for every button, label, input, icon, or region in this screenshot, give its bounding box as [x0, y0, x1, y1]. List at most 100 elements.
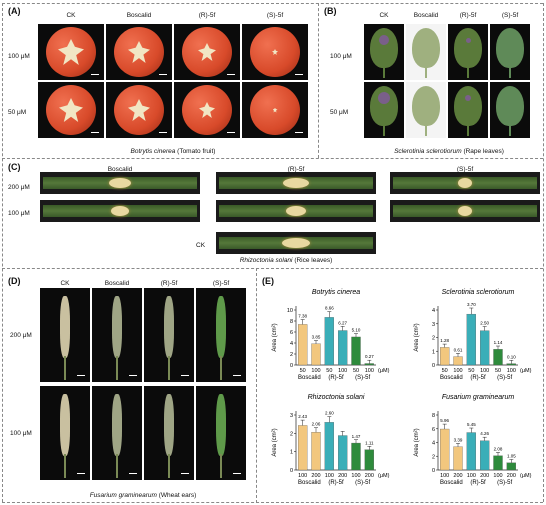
- rice-leaf-photo: [40, 172, 200, 194]
- bar: [324, 422, 334, 471]
- panel-b-col-2: Boscalid: [413, 12, 439, 19]
- bar: [506, 363, 516, 366]
- rice-leaf-photo: [390, 200, 540, 222]
- data-label: 2.50: [480, 321, 489, 326]
- leaf-stem: [467, 120, 469, 136]
- x-tick-label: 100: [453, 368, 462, 374]
- wheat-ear: [216, 296, 226, 358]
- divider-top: [2, 3, 543, 4]
- scale-bar: [91, 132, 99, 133]
- divider-ab-c: [2, 158, 543, 159]
- y-tick-label: 2: [432, 336, 435, 342]
- rice-leaf-photo: [216, 232, 376, 254]
- data-label: 2.06: [312, 422, 321, 427]
- scale-bar: [159, 74, 167, 75]
- panel-c-caption-species: Rhizoctonia solani: [239, 257, 293, 264]
- scale-bar: [233, 375, 241, 376]
- data-label: 3.70: [467, 302, 476, 307]
- data-label: 1.11: [365, 440, 374, 445]
- data-label: 4.26: [480, 431, 489, 436]
- bar: [493, 349, 503, 366]
- divider-right: [543, 3, 544, 502]
- wheat-stem: [168, 356, 170, 380]
- leaf: [370, 28, 398, 68]
- wheat-ear: [164, 296, 174, 358]
- unit-label: (μM): [378, 368, 390, 374]
- scale-bar: [181, 375, 189, 376]
- panel-b-caption-species: Sclerotinia sclerotiorum: [394, 148, 462, 155]
- panel-d-caption-species: Fusarium graminearum: [89, 492, 157, 499]
- divider-c-de: [2, 268, 543, 269]
- data-label: 1.05: [507, 453, 516, 458]
- wheat-ear: [112, 394, 122, 456]
- wheat-photo: [144, 386, 194, 480]
- bar: [480, 330, 490, 366]
- bar: [298, 425, 308, 471]
- x-tick-label: 200: [507, 473, 516, 479]
- scale-bar: [77, 473, 85, 474]
- y-tick-label: 2: [290, 352, 293, 358]
- panel-b-row-2: 50 μM: [330, 109, 349, 116]
- leaf-photo: [490, 82, 530, 138]
- tomato-photo: [38, 82, 104, 138]
- x-tick-label: 100: [480, 368, 489, 374]
- panel-b-caption: Sclerotinia sclerotiorum (Rape leaves): [364, 148, 534, 155]
- panel-d-col-2: Boscalid: [104, 280, 130, 287]
- group-label: (S)-5f: [497, 375, 512, 381]
- bar: [466, 313, 476, 366]
- panel-e-label: (E): [262, 276, 274, 286]
- panel-a-caption-species: Botrytis cinerea: [130, 148, 176, 155]
- unit-label: (μM): [520, 368, 532, 374]
- wheat-stem: [220, 356, 222, 380]
- scale-bar: [77, 375, 85, 376]
- rice-leaf-photo: [216, 172, 376, 194]
- panel-d-caption: Fusarium graminearum (Wheat ears): [40, 492, 246, 499]
- wheat-ear: [60, 394, 70, 456]
- group-label: Boscalid: [298, 480, 321, 486]
- x-tick-label: 200: [338, 473, 347, 479]
- bar: [298, 324, 308, 366]
- wheat-stem: [116, 356, 118, 380]
- x-tick-label: 100: [298, 473, 307, 479]
- wheat-stem: [220, 454, 222, 478]
- scale-bar: [91, 74, 99, 75]
- bar: [453, 356, 463, 366]
- panel-c-col-3: (S)-5f: [456, 166, 474, 173]
- y-tick-label: 0: [290, 363, 293, 369]
- y-axis-label: Area (cm²): [272, 428, 278, 456]
- panel-c-row-1: 200 μM: [8, 184, 30, 191]
- x-tick-label: 100: [493, 473, 502, 479]
- x-tick-label: 200: [365, 473, 374, 479]
- bar: [364, 363, 374, 366]
- x-tick-label: 100: [365, 368, 374, 374]
- lesion: [286, 206, 306, 216]
- bar-chart-4: Fusarium graminearum Area (cm²) 0 2 4 6 8 5.96 1…: [414, 394, 532, 486]
- bar: [338, 330, 348, 366]
- panel-a-col-4: (S)-5f: [242, 12, 308, 19]
- panel-c-ck-label: CK: [196, 242, 206, 249]
- scale-bar: [295, 74, 303, 75]
- panel-a-caption: Botrytis cinerea (Tomato fruit): [38, 148, 308, 155]
- data-label: 1.14: [494, 340, 503, 345]
- leaf-photo: [406, 24, 446, 80]
- bar: [506, 462, 516, 471]
- lesion: [283, 178, 309, 188]
- panel-b-col-1: CK: [379, 12, 389, 19]
- panel-d-col-1: CK: [60, 280, 70, 287]
- leaf-photo: [448, 24, 488, 80]
- wheat-ear: [164, 394, 174, 456]
- leaf: [454, 86, 482, 126]
- unit-label: (μM): [520, 473, 532, 479]
- x-tick-label: 50: [300, 368, 306, 374]
- x-tick-label: 200: [480, 473, 489, 479]
- leaf-stem: [467, 62, 469, 78]
- panel-c-col-2: (R)-5f: [287, 166, 305, 173]
- wheat-photo: [40, 386, 90, 480]
- lesion: [109, 178, 131, 188]
- group-label: (R)-5f: [328, 480, 344, 486]
- leaf: [412, 86, 440, 126]
- panel-a-col-3-text: (R)-5f: [198, 12, 216, 19]
- group-label: (R)-5f: [328, 375, 344, 381]
- divider-bottom: [2, 502, 543, 503]
- bar-chart-1: Botrytis cinerea Area (cm²) 0 2 4 6 8 10 7.38 50 3…: [272, 289, 390, 381]
